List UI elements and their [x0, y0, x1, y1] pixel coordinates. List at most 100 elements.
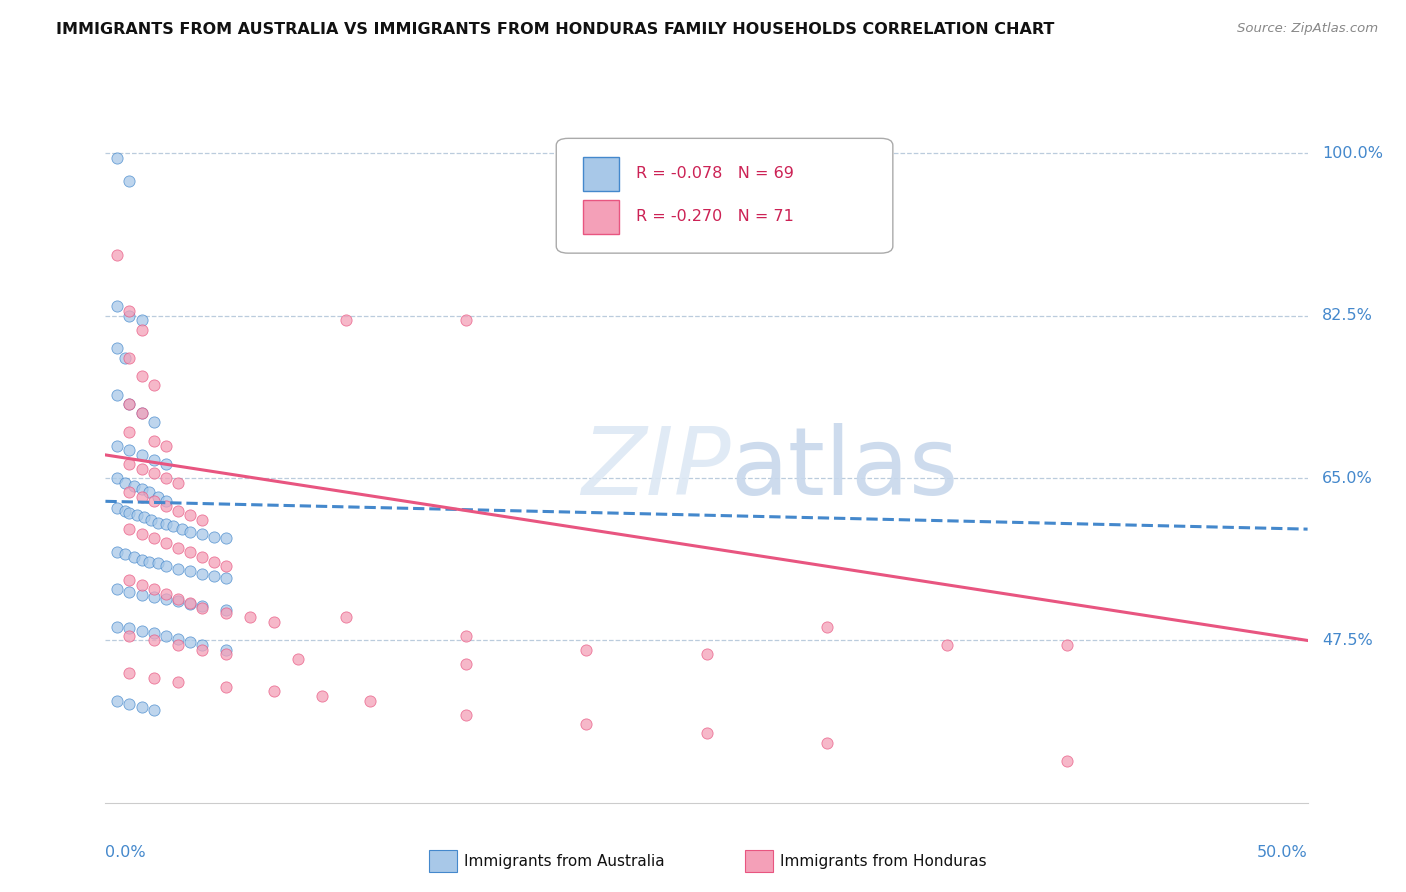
Bar [429, 850, 457, 872]
Point [142, 378, 165, 392]
Point [202, 530, 225, 544]
Point [118, 522, 141, 536]
Text: Immigrants from Honduras: Immigrants from Honduras [780, 855, 987, 869]
Point [335, 610, 357, 624]
Point [125, 508, 148, 523]
Point [166, 541, 188, 555]
Point [190, 599, 212, 614]
Point [575, 642, 598, 657]
Point [118, 507, 141, 521]
Point [107, 151, 129, 165]
Point [155, 494, 177, 508]
Point [190, 566, 212, 581]
Point [454, 313, 477, 327]
Point [148, 490, 170, 504]
Point [214, 532, 236, 546]
Point [166, 475, 188, 490]
Point [131, 578, 153, 592]
Point [124, 478, 146, 492]
Bar [582, 157, 619, 191]
Point [118, 573, 141, 587]
Point [142, 434, 165, 448]
Point [131, 406, 153, 420]
Point [131, 323, 153, 337]
Point [287, 652, 309, 666]
Text: R = -0.270   N = 71: R = -0.270 N = 71 [636, 210, 793, 225]
Point [190, 642, 212, 657]
Point [179, 596, 201, 610]
Point [124, 549, 146, 564]
Point [131, 313, 153, 327]
Point [696, 726, 718, 740]
Point [214, 648, 236, 662]
Point [335, 313, 357, 327]
Point [162, 519, 184, 533]
Point [155, 536, 177, 550]
FancyBboxPatch shape [557, 138, 893, 253]
Point [131, 406, 153, 420]
Point [114, 475, 136, 490]
Point [239, 610, 262, 624]
Point [118, 309, 141, 323]
Point [142, 671, 165, 685]
Text: IMMIGRANTS FROM AUSTRALIA VS IMMIGRANTS FROM HONDURAS FAMILY HOUSEHOLDS CORRELAT: IMMIGRANTS FROM AUSTRALIA VS IMMIGRANTS … [56, 22, 1054, 37]
Point [107, 248, 129, 262]
Point [107, 300, 129, 314]
Point [107, 545, 129, 559]
Point [118, 397, 141, 411]
Point [454, 707, 477, 722]
Point [696, 648, 718, 662]
Point [131, 700, 153, 714]
Point [155, 499, 177, 513]
Point [263, 615, 285, 629]
Point [139, 513, 162, 527]
Point [454, 629, 477, 643]
Point [132, 510, 155, 524]
Point [214, 606, 236, 620]
Text: 65.0%: 65.0% [1322, 471, 1372, 485]
Point [214, 559, 236, 574]
Point [118, 629, 141, 643]
Point [155, 457, 177, 471]
Point [142, 467, 165, 481]
Point [179, 597, 201, 611]
Point [118, 585, 141, 599]
Point [107, 582, 129, 597]
Point [214, 680, 236, 694]
Point [190, 526, 212, 541]
Text: 82.5%: 82.5% [1322, 309, 1372, 323]
Point [214, 642, 236, 657]
Text: Source: ZipAtlas.com: Source: ZipAtlas.com [1237, 22, 1378, 36]
Point [118, 485, 141, 500]
Point [131, 588, 153, 602]
Point [118, 174, 141, 188]
Point [107, 500, 129, 515]
Point [155, 559, 177, 574]
Point [131, 482, 153, 496]
Point [166, 591, 188, 606]
Point [142, 633, 165, 648]
Point [155, 587, 177, 601]
Point [138, 485, 160, 500]
Point [815, 619, 838, 633]
Text: ZIP: ZIP [581, 424, 731, 515]
Point [166, 675, 188, 690]
Point [142, 532, 165, 546]
Point [118, 425, 141, 439]
Point [118, 304, 141, 318]
Point [118, 697, 141, 711]
Point [155, 517, 177, 532]
Point [142, 703, 165, 717]
Point [118, 621, 141, 635]
Point [936, 638, 959, 652]
Point [1056, 754, 1078, 768]
Point [131, 624, 153, 639]
Point [114, 503, 136, 517]
Point [575, 717, 598, 731]
Point [166, 594, 188, 608]
Text: 100.0%: 100.0% [1322, 146, 1384, 161]
Point [179, 524, 201, 539]
Point [359, 694, 381, 708]
Point [131, 553, 153, 567]
Point [118, 665, 141, 680]
